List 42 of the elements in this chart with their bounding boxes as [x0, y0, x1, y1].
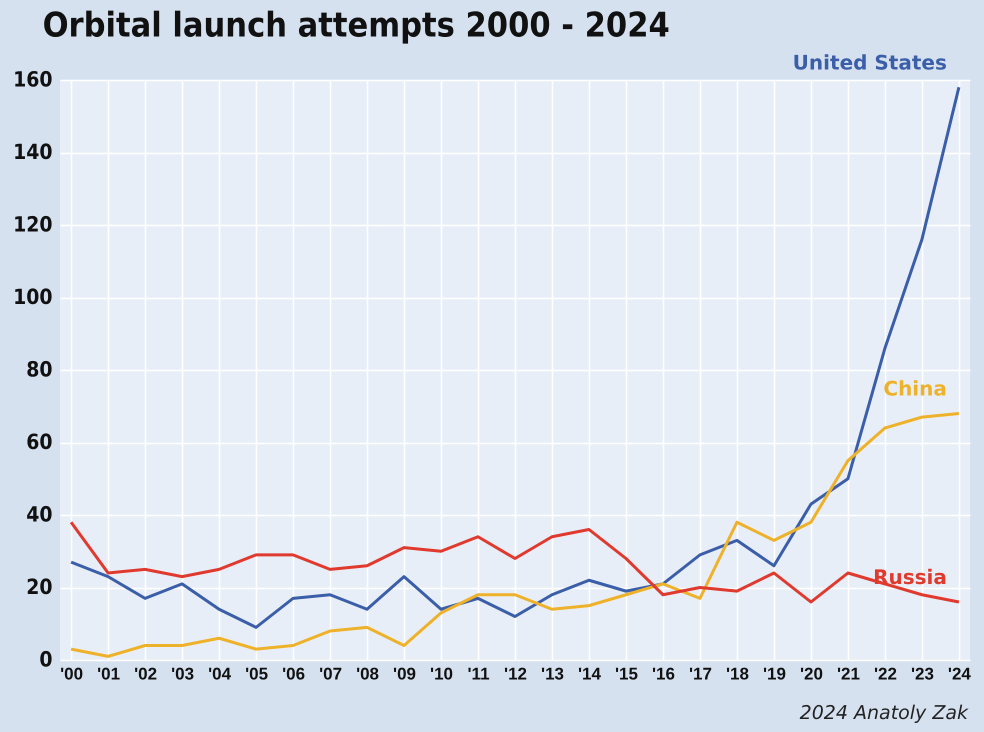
y-tick-label: 100 — [13, 285, 52, 309]
x-tick-label: '20 — [800, 664, 823, 684]
y-tick-label: 0 — [39, 648, 52, 672]
y-tick-label: 80 — [26, 358, 52, 382]
y-tick-label: 60 — [26, 430, 52, 454]
x-tick-label: '08 — [356, 664, 380, 684]
x-tick-label: '23 — [910, 664, 934, 684]
x-tick-label: '18 — [726, 664, 749, 684]
x-tick-label: '00 — [60, 664, 84, 684]
x-tick-label: '21 — [836, 664, 860, 684]
line-series — [70, 86, 960, 629]
chart-title: Orbital launch attempts 2000 - 2024 — [42, 5, 670, 46]
x-tick-label: '15 — [615, 664, 638, 684]
line-series — [70, 520, 960, 604]
y-tick-label: 120 — [13, 212, 52, 236]
y-tick-label: 160 — [13, 68, 52, 92]
x-tick-label: '01 — [97, 664, 120, 684]
y-tick-label: 140 — [13, 140, 52, 164]
series-label: United States — [792, 50, 947, 74]
x-tick-label: '12 — [504, 664, 527, 684]
x-tick-label: '16 — [652, 664, 675, 684]
x-tick-label: '22 — [874, 664, 897, 684]
x-tick-label: '03 — [171, 664, 194, 684]
x-tick-label: '04 — [208, 664, 232, 684]
x-tick-label: '10 — [430, 664, 453, 684]
x-tick-label: '24 — [948, 664, 972, 684]
x-tick-label: '13 — [541, 664, 564, 684]
series-label: China — [883, 376, 947, 400]
series-label: Russia — [873, 565, 947, 589]
x-tick-label: '07 — [319, 664, 342, 684]
line-series — [70, 412, 960, 658]
x-tick-label: '19 — [762, 664, 786, 684]
x-tick-label: '17 — [688, 664, 712, 684]
x-tick-label: '02 — [134, 664, 158, 684]
x-tick-label: '09 — [393, 664, 416, 684]
x-tick-label: '11 — [468, 664, 490, 684]
y-tick-label: 20 — [26, 575, 52, 599]
x-tick-label: '05 — [245, 664, 268, 684]
y-tick-label: 40 — [26, 502, 52, 526]
x-tick-label: '14 — [578, 664, 602, 684]
text: 2024 Anatoly Zak — [800, 702, 968, 724]
x-tick-label: '06 — [282, 664, 306, 684]
